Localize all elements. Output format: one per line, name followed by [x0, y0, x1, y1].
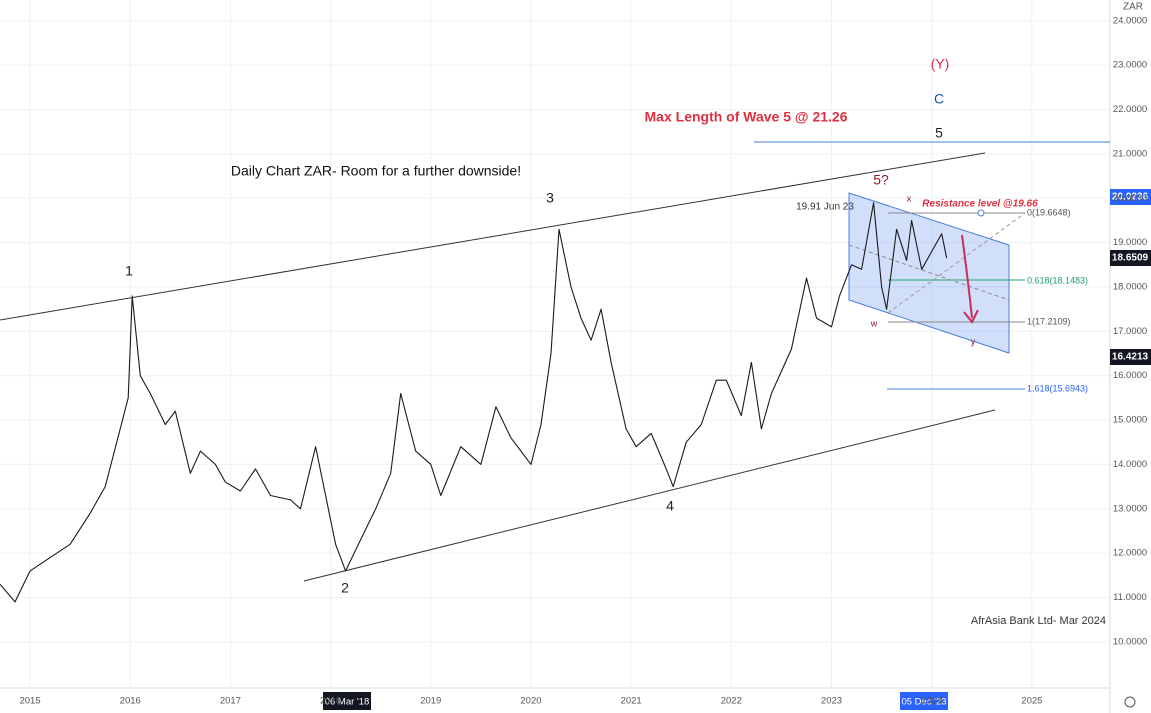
y-tick-label: 14.0000: [1113, 459, 1147, 470]
x-tick-label: 2019: [420, 696, 441, 707]
fib-label: 0.618(18.1483): [1027, 275, 1088, 285]
arrow: [961, 234, 973, 319]
settings-icon[interactable]: [1124, 696, 1136, 708]
source: AfrAsia Bank Ltd- Mar 2024: [971, 615, 1106, 627]
wave-label: y: [971, 336, 976, 346]
y-tick-label: 10.0000: [1113, 636, 1147, 647]
x-tick-label: 2020: [520, 696, 541, 707]
y-tick-label: 16.0000: [1113, 370, 1147, 381]
x-tick-label: 2021: [621, 696, 642, 707]
date-box: [323, 692, 371, 710]
wave-label: w: [870, 318, 878, 328]
wave-label: 2: [341, 580, 349, 596]
wave-label: C: [934, 91, 944, 107]
y-tick-label: 12.0000: [1113, 548, 1147, 559]
price-box-label: 16.4213: [1112, 352, 1149, 363]
wave-label: 3: [546, 190, 554, 206]
price-box: [1110, 349, 1151, 365]
fib-label: 0(19.6648): [1027, 207, 1071, 217]
lower-trendline: [303, 409, 996, 582]
y-tick-label: 19.0000: [1113, 237, 1147, 248]
wave-label: x: [907, 193, 912, 203]
fib-label: 1(17.2109): [1027, 316, 1071, 326]
y-tick-label: 11.0000: [1113, 592, 1147, 603]
date-box-label: 06 Mar '18: [325, 697, 370, 708]
x-tick-label: 2015: [19, 696, 40, 707]
max-wave-note: Max Length of Wave 5 @ 21.26: [645, 109, 848, 125]
wave-label: 5?: [873, 172, 889, 188]
grid: [0, 0, 1110, 688]
x-tick-label: 2023: [821, 696, 842, 707]
wave-label: (Y): [931, 56, 950, 72]
price-line: [0, 202, 948, 603]
x-tick-label: 2016: [120, 696, 141, 707]
y-tick-label: 13.0000: [1113, 503, 1147, 514]
resistance-note: Resistance level @19.66: [922, 199, 1038, 210]
date-box: [900, 692, 948, 710]
y-tick-label: 20.0000: [1113, 193, 1147, 204]
y-tick-label: 17.0000: [1113, 326, 1147, 337]
price-box-label: 20.0236: [1112, 192, 1149, 203]
date-box-label: 05 Dec '23: [901, 697, 946, 708]
x-tick-label: 2018: [320, 696, 341, 707]
peak-note: 19.91 Jun 23: [796, 202, 854, 213]
dashed-line: [848, 244, 1010, 301]
dashed-line: [887, 212, 1026, 314]
wave-label: 4: [666, 498, 674, 514]
x-tick-label: 2025: [1021, 696, 1042, 707]
price-box-label: 18.6509: [1112, 253, 1149, 264]
fib-label: 1.618(15.6943): [1027, 383, 1088, 393]
price-box: [1110, 250, 1151, 266]
y-tick-label: 21.0000: [1113, 148, 1147, 159]
arrow-head: [963, 309, 979, 324]
upper-trendline: [0, 152, 986, 321]
fib-handle: [977, 209, 985, 217]
price-box: [1110, 189, 1151, 205]
x-tick-label: 2022: [721, 696, 742, 707]
y-tick-label: 15.0000: [1113, 415, 1147, 426]
wave-label: 1: [125, 263, 133, 279]
title: Daily Chart ZAR- Room for a further down…: [231, 163, 521, 179]
y-tick-label: 22.0000: [1113, 104, 1147, 115]
symbol[interactable]: ZAR: [1123, 2, 1143, 13]
y-tick-label: 18.0000: [1113, 282, 1147, 293]
y-tick-label: 24.0000: [1113, 15, 1147, 26]
wave-label: 5: [935, 125, 943, 141]
x-tick-label: 2024: [921, 696, 942, 707]
y-tick-label: 23.0000: [1113, 60, 1147, 71]
x-tick-label: 2017: [220, 696, 241, 707]
